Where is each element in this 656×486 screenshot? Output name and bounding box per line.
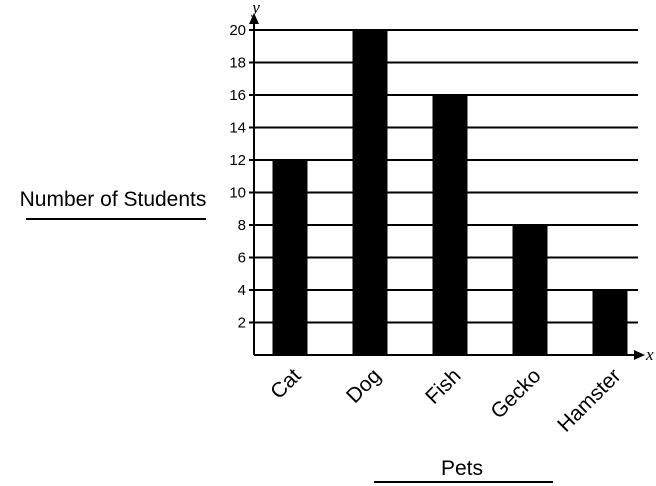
y-tick-label: 10 <box>229 185 246 202</box>
axes: y x <box>249 0 654 364</box>
y-tick-label: 8 <box>238 217 246 234</box>
y-tick-labels: 2 4 6 8 10 12 14 16 18 20 <box>229 22 254 332</box>
y-tick-label: 6 <box>238 250 246 267</box>
x-axis-letter: x <box>645 345 654 364</box>
x-axis-arrow <box>634 350 645 360</box>
y-axis-letter: y <box>250 0 260 17</box>
x-tick-label: Fish <box>421 364 465 408</box>
y-tick-label: 20 <box>229 22 246 39</box>
x-tick-label: Cat <box>266 364 305 403</box>
y-tick-label: 18 <box>229 55 246 72</box>
y-tick-label: 4 <box>238 282 246 299</box>
y-tick-label: 2 <box>238 315 246 332</box>
y-tick-label: 12 <box>229 152 246 169</box>
bar-gecko <box>512 225 548 355</box>
x-tick-label: Gecko <box>486 364 545 423</box>
y-tick-label: 14 <box>229 120 246 137</box>
x-tick-labels: Cat Dog Fish Gecko Hamster <box>266 364 625 436</box>
y-tick-label: 16 <box>229 87 246 104</box>
y-axis-arrow <box>249 13 259 24</box>
x-tick-label: Dog <box>342 364 386 408</box>
bar-dog <box>352 30 388 355</box>
bar-cat <box>272 160 308 355</box>
x-tick-label: Hamster <box>553 364 625 436</box>
y-axis-title: Number of Students <box>20 188 207 211</box>
bar-hamster <box>592 290 628 355</box>
bar-fish <box>432 95 468 355</box>
x-axis-title: Pets <box>441 457 483 480</box>
bars <box>272 30 628 355</box>
